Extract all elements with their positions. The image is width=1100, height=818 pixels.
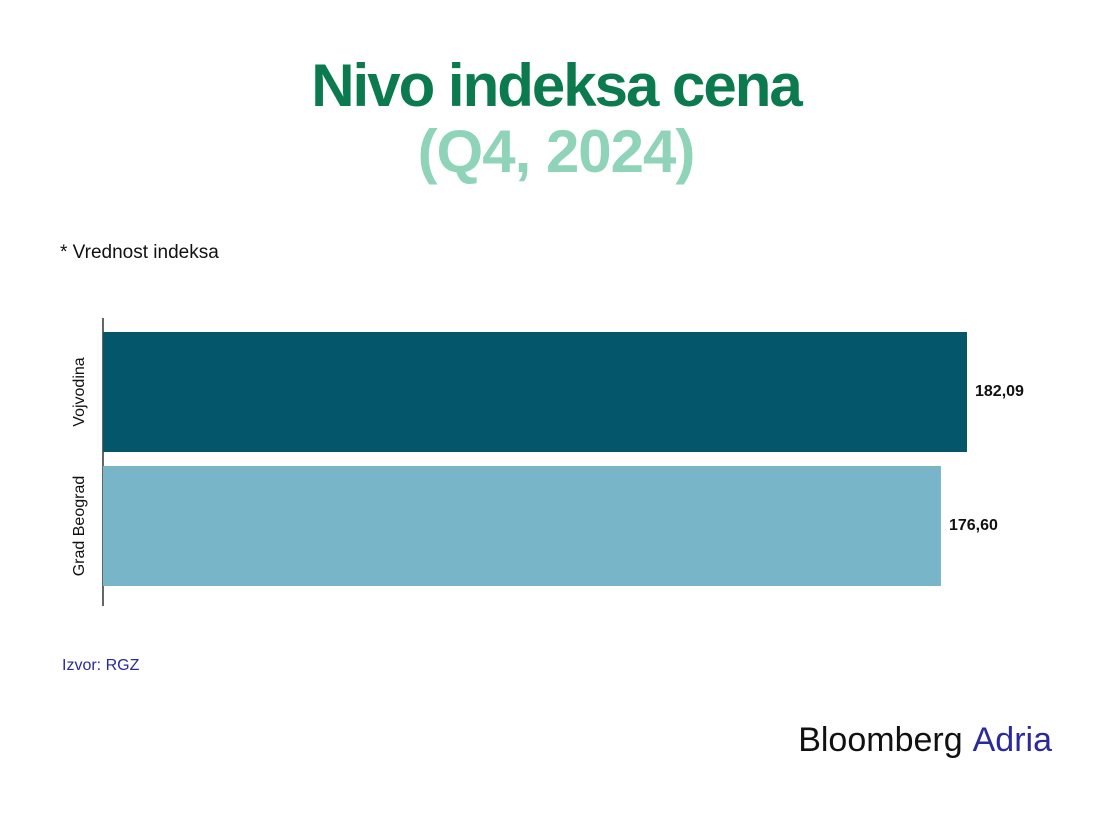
value-label: 176,60 xyxy=(949,517,998,534)
brand: Bloomberg Adria xyxy=(798,721,1052,759)
chart-subtitle: (Q4, 2024) xyxy=(418,118,695,185)
note: * Vrednost indeksa xyxy=(60,242,219,263)
bar xyxy=(103,466,941,586)
bar xyxy=(103,332,967,452)
chart-title: Nivo indeksa cena xyxy=(311,52,803,119)
y-tick-label: Grad Beograd xyxy=(71,476,88,577)
source: Izvor: RGZ xyxy=(62,657,140,674)
y-tick-label: Vojvodina xyxy=(71,357,88,426)
brand-name: Bloomberg xyxy=(798,721,962,759)
brand-suffix: Adria xyxy=(973,721,1052,759)
value-label: 182,09 xyxy=(975,383,1024,400)
